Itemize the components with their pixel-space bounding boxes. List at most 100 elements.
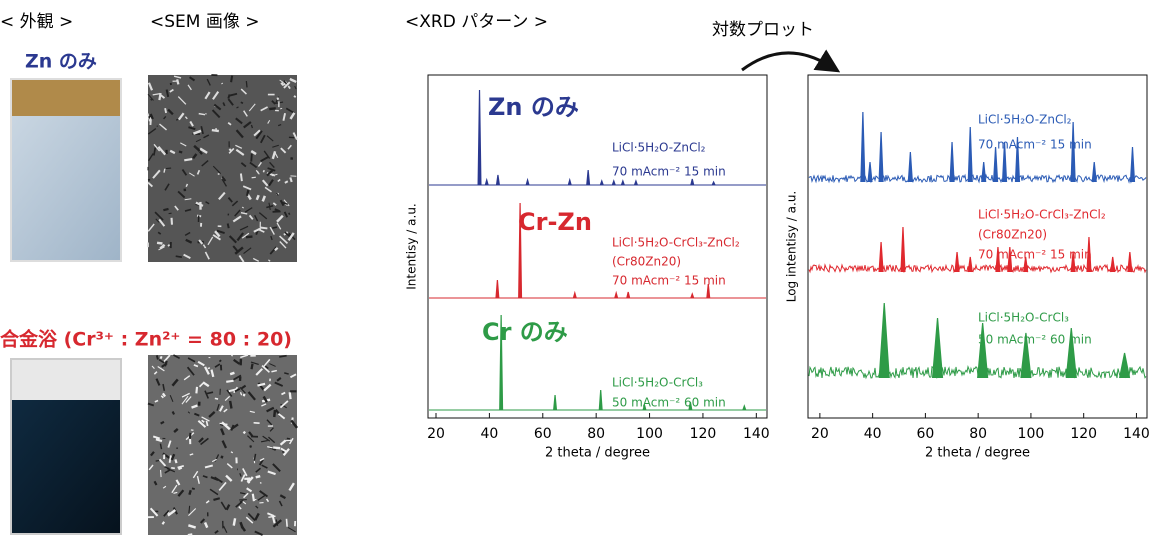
peak: [599, 390, 602, 410]
peak: [1111, 257, 1115, 272]
x-tick-label: 80: [587, 426, 605, 442]
texture: [188, 534, 192, 535]
texture: [157, 355, 158, 359]
texture: [231, 76, 232, 83]
texture: [230, 401, 231, 409]
x-tick-label: 60: [534, 426, 552, 442]
peak: [526, 180, 529, 185]
x-tick-label: 140: [743, 426, 770, 442]
x-tick-label: 40: [480, 426, 498, 442]
peak: [978, 323, 988, 378]
texture: [260, 228, 267, 229]
peak: [478, 90, 481, 185]
peak: [554, 395, 557, 410]
texture: [164, 169, 165, 173]
texture: [189, 506, 190, 514]
texture: [247, 190, 248, 196]
texture: [173, 412, 174, 415]
texture: [212, 130, 219, 131]
x-axis-label: 2 theta / degree: [925, 446, 1030, 461]
peak: [612, 181, 615, 185]
texture: [290, 392, 291, 399]
peak: [621, 181, 624, 185]
texture: [176, 256, 182, 257]
peak: [743, 406, 746, 410]
texture: [287, 438, 290, 439]
series-condition: 70 mAcm⁻² 15 min: [612, 274, 726, 288]
texture: [273, 448, 280, 449]
peak: [568, 180, 571, 185]
texture: [150, 117, 151, 125]
texture: [165, 108, 166, 113]
texture: [205, 114, 206, 115]
texture: [242, 102, 243, 103]
x-tick-label: 100: [1018, 426, 1045, 442]
texture: [251, 154, 252, 162]
texture: [219, 360, 221, 361]
y-axis-label: Log intentisy / a.u.: [785, 191, 799, 303]
peak: [955, 252, 959, 272]
header: < 外観 >: [0, 12, 73, 32]
peak: [968, 257, 972, 272]
texture: [246, 81, 247, 87]
peak: [573, 293, 576, 298]
texture: [168, 245, 170, 247]
photo-tab: [12, 80, 120, 116]
baseline: [809, 265, 1146, 272]
series-label: LiCl·5H₂O-CrCl₃: [978, 311, 1069, 325]
texture: [234, 518, 235, 525]
series-label: LiCl·5H₂O-ZnCl₂: [612, 141, 706, 155]
texture: [286, 519, 287, 527]
texture: [207, 421, 208, 426]
texture: [244, 432, 245, 434]
peak: [879, 242, 883, 272]
texture: [184, 159, 192, 160]
series-condition: 70 mAcm⁻² 15 min: [978, 248, 1092, 262]
photo-tab: [12, 360, 120, 400]
peak: [587, 170, 590, 185]
texture: [159, 93, 160, 100]
texture: [241, 173, 242, 181]
sample-label: Zn のみ: [25, 51, 97, 73]
texture: [290, 177, 291, 181]
peak: [1130, 147, 1134, 182]
texture: [289, 213, 290, 215]
texture: [229, 149, 230, 150]
sem-image: [148, 355, 297, 535]
x-tick-label: 20: [427, 426, 445, 442]
texture: [161, 470, 162, 477]
peak: [485, 180, 488, 185]
x-tick-label: 80: [969, 426, 987, 442]
texture: [222, 456, 223, 459]
peak: [635, 181, 638, 185]
series-condition: 70 mAcm⁻² 15 min: [978, 138, 1092, 152]
peak: [1120, 353, 1130, 378]
texture: [171, 468, 175, 469]
header: <XRD パターン >: [405, 12, 548, 32]
texture: [173, 492, 177, 493]
peak: [879, 132, 883, 182]
sample-label: 合金浴 (Cr³⁺ : Zn²⁺ = 80 : 20): [0, 328, 292, 351]
texture: [192, 488, 195, 489]
peak: [1092, 162, 1096, 182]
series-label: LiCl·5H₂O-CrCl₃: [612, 376, 703, 390]
peak: [615, 293, 618, 298]
texture: [252, 364, 253, 369]
x-tick-label: 40: [864, 426, 882, 442]
texture: [196, 387, 197, 394]
texture: [189, 412, 190, 413]
figure: < 外観 > <SEM 画像 > <XRD パターン > 対数プロット Zn の…: [0, 0, 1152, 540]
texture: [190, 433, 191, 439]
peak: [712, 182, 715, 185]
peak: [861, 112, 865, 182]
texture: [157, 243, 162, 244]
texture: [250, 446, 252, 447]
texture: [177, 119, 178, 120]
annotation: Cr-Zn: [518, 208, 592, 236]
series-condition: 50 mAcm⁻² 60 min: [612, 396, 726, 410]
texture: [170, 455, 171, 462]
series-label: LiCl·5H₂O-ZnCl₂: [978, 113, 1072, 127]
texture: [177, 79, 178, 84]
texture: [269, 108, 276, 109]
peak: [691, 294, 694, 298]
